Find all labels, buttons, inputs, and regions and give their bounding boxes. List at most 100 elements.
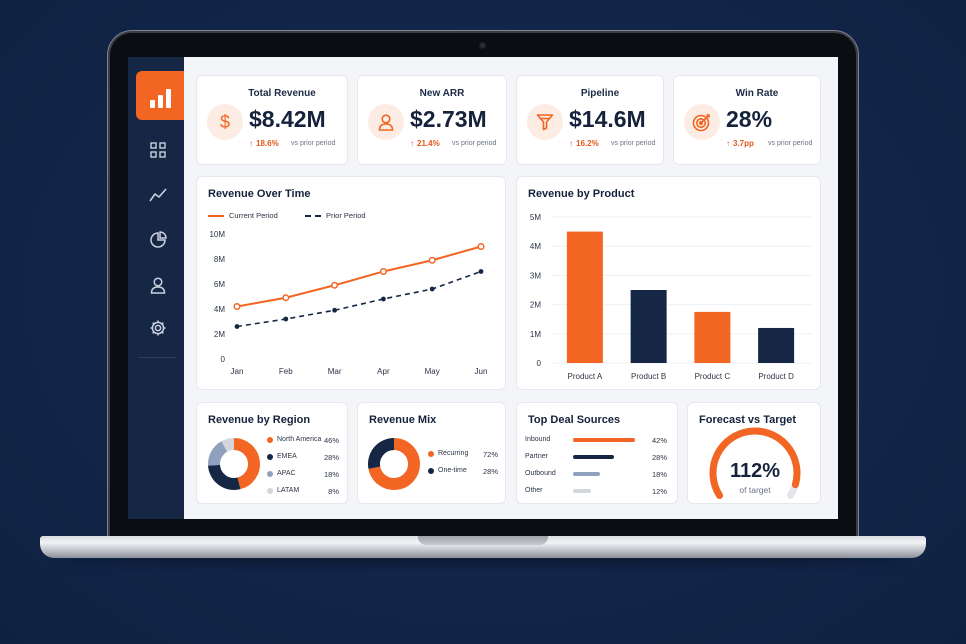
legend-dot <box>428 468 434 474</box>
kpi-title: New ARR <box>419 88 465 99</box>
prior-period-point <box>478 269 484 274</box>
x-tick-label: Product D <box>758 372 794 381</box>
y-tick-label: 1M <box>530 330 541 339</box>
kpi-value: 28% <box>726 106 773 132</box>
user-icon[interactable] <box>146 273 170 297</box>
bar-chart-logo-icon[interactable] <box>136 71 184 120</box>
y-tick-label: 5M <box>530 213 541 222</box>
prior-period-point <box>429 286 435 292</box>
current-period-point <box>233 302 241 311</box>
top-deal-sources-card[interactable]: Top Deal Sources Inbound 42% Partner 28% Out… <box>516 402 678 504</box>
gauge-fill <box>709 427 801 500</box>
y-tick-label: 10M <box>209 230 225 239</box>
current-period-line <box>236 245 482 308</box>
legend-dot <box>267 471 273 477</box>
current-period-point <box>282 294 290 302</box>
legend-label: Current Period <box>229 211 278 220</box>
legend-label: LATAM <box>277 487 300 494</box>
x-tick-label: Feb <box>279 367 293 376</box>
target-icon <box>684 104 720 140</box>
donut-slice <box>233 438 260 490</box>
mix-donut <box>368 438 420 490</box>
legend-current: Current Period <box>208 211 278 220</box>
donut-slice <box>221 438 235 452</box>
legend-value: 28% <box>482 467 498 476</box>
svg-text:$: $ <box>220 112 230 132</box>
region-donut <box>208 438 260 490</box>
source-label: Outbound <box>525 470 556 477</box>
y-tick-label: 4M <box>214 305 225 314</box>
y-tick-label: 4M <box>530 242 541 251</box>
kpi-change: ↑ 16.2% <box>569 139 599 148</box>
forecast-value: 112% <box>729 460 781 482</box>
prior-period-line <box>236 270 482 328</box>
source-bar <box>573 489 591 493</box>
source-value: 42% <box>651 436 667 445</box>
kpi-title: Total Revenue <box>248 88 316 99</box>
revenue-by-product-card[interactable]: Revenue by Product 0 1M 2M 3M 4M 5M Product A P… <box>516 176 821 390</box>
forecast-caption: of target <box>739 485 771 495</box>
x-tick-label: Product C <box>695 372 731 381</box>
pie-icon[interactable] <box>146 228 170 252</box>
card-title: Revenue by Region <box>208 414 311 426</box>
prior-period-point <box>332 307 337 313</box>
x-tick-label: Apr <box>377 367 390 376</box>
prior-period-point <box>381 296 386 302</box>
bar-chart: 0 1M 2M 3M 4M 5M Product A Product B Product C Pr… <box>530 213 812 381</box>
kpi-value: $2.73M <box>410 106 487 132</box>
grid-icon[interactable] <box>146 138 170 162</box>
y-tick-label: 0 <box>537 359 542 368</box>
legend-dot <box>267 454 273 460</box>
forecast-card[interactable]: Forecast vs Target 112% of target <box>687 402 821 504</box>
source-label: Partner <box>525 453 548 460</box>
revenue-mix-card[interactable]: Revenue Mix Recurring 72% One-time 28% <box>357 402 506 504</box>
revenue-over-time-card[interactable]: Revenue Over Time Current Period Prior P… <box>196 176 506 390</box>
y-tick-label: 8M <box>214 255 225 264</box>
source-label: Other <box>525 487 543 494</box>
kpi-card-new-arr[interactable]: New ARR $2.73M ↑ 21.4% vs prior period <box>357 75 507 165</box>
kpi-value: $14.6M <box>569 106 646 132</box>
trend-icon[interactable] <box>146 183 170 207</box>
sidebar-divider <box>138 357 176 358</box>
card-title: Forecast vs Target <box>699 414 797 426</box>
gear-icon[interactable] <box>146 316 170 340</box>
laptop-shadow <box>60 557 906 565</box>
line-chart: 0 2M 4M 6M 8M 10M Jan Feb Mar Apr May Jun <box>209 230 488 376</box>
kpi-change: ↑ 18.6% <box>249 139 279 148</box>
legend-label: APAC <box>277 470 296 477</box>
card-title: Revenue by Product <box>528 188 635 200</box>
legend-dot <box>267 488 273 494</box>
x-tick-label: Jun <box>475 367 488 376</box>
legend-label: EMEA <box>277 453 297 460</box>
sidebar <box>128 57 184 519</box>
source-value: 12% <box>651 487 667 496</box>
bar <box>630 290 667 363</box>
webcam <box>479 42 486 49</box>
bar <box>758 327 795 363</box>
kpi-compare: vs prior period <box>452 140 497 147</box>
card-title: Revenue Mix <box>369 414 437 426</box>
kpi-card-total-revenue[interactable]: Total Revenue $ $8.42M ↑ 18.6% vs prior p… <box>196 75 348 165</box>
source-value: 18% <box>651 470 667 479</box>
kpi-compare: vs prior period <box>611 140 656 147</box>
legend-value: 8% <box>328 487 339 496</box>
card-title: Top Deal Sources <box>528 414 621 426</box>
current-period-point <box>428 256 436 264</box>
donut-slice <box>208 441 228 466</box>
legend-label: North America <box>277 436 322 443</box>
kpi-card-pipeline[interactable]: Pipeline $14.6M ↑ 16.2% vs prior period <box>516 75 664 165</box>
legend-label: One-time <box>438 467 467 474</box>
current-period-point <box>331 281 339 289</box>
kpi-card-win-rate[interactable]: Win Rate 28% ↑ 3.7pp vs prior period <box>673 75 821 165</box>
legend-dot <box>428 451 434 457</box>
x-tick-label: May <box>425 367 440 376</box>
card-title: Revenue Over Time <box>208 188 311 200</box>
revenue-by-region-card[interactable]: Revenue by Region North America 46% EMEA 28… <box>196 402 348 504</box>
donut-slice <box>368 438 420 490</box>
current-period-point <box>477 242 485 251</box>
dashboard-screen: Total Revenue $ $8.42M ↑ 18.6% vs prior p… <box>128 57 838 519</box>
kpi-title: Win Rate <box>735 88 779 99</box>
kpi-change: ↑ 21.4% <box>410 139 440 148</box>
source-bar <box>573 438 635 442</box>
legend-dot <box>267 437 273 443</box>
